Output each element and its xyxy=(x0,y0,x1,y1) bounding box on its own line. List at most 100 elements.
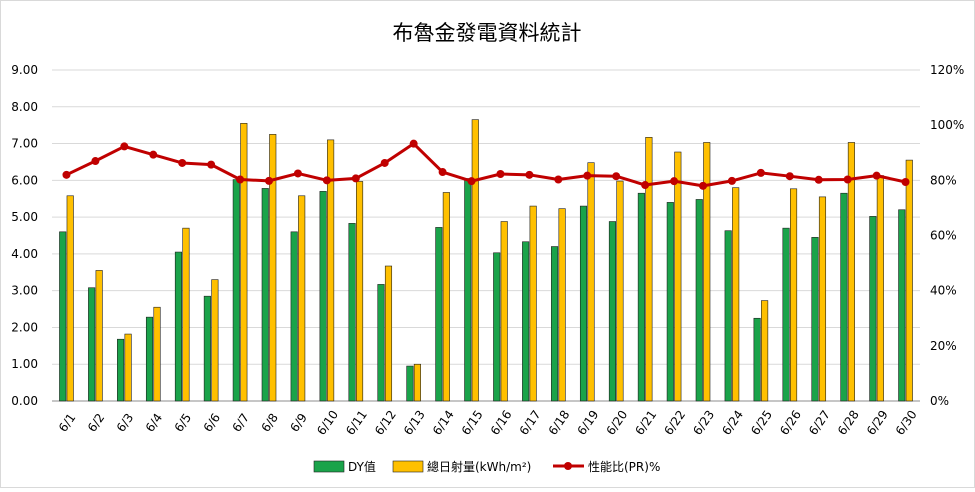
bar-dy xyxy=(464,178,472,402)
bar-dy xyxy=(869,216,877,402)
bar-irradiance xyxy=(789,188,798,402)
pr-point xyxy=(62,170,71,179)
bar-irradiance xyxy=(616,180,624,402)
pr-point xyxy=(120,142,129,151)
pr-point xyxy=(756,168,765,177)
bar-dy xyxy=(551,246,559,402)
legend-label-irradiance: 總日射量(kWh/m²) xyxy=(427,459,531,474)
y-right-tick-label: 40% xyxy=(930,284,957,298)
bar-dy xyxy=(637,192,645,402)
bar-irradiance xyxy=(153,306,161,402)
pr-point xyxy=(583,171,592,180)
bar-dy xyxy=(348,223,356,402)
pr-point xyxy=(901,177,910,186)
bar-dy xyxy=(59,231,67,402)
bar-irradiance xyxy=(269,134,277,402)
pr-point xyxy=(149,150,158,159)
pr-point xyxy=(236,175,245,184)
bar-irradiance xyxy=(905,159,913,402)
pr-point xyxy=(699,181,707,190)
legend-label-dy: DY值 xyxy=(348,459,376,474)
bar-dy xyxy=(232,179,240,402)
pr-point xyxy=(785,172,794,181)
bar-dy xyxy=(753,317,761,402)
y-right-tick-label: 0% xyxy=(930,394,949,408)
bar-irradiance xyxy=(95,270,103,402)
bar-dy xyxy=(88,287,96,402)
pr-point xyxy=(91,157,100,166)
y-left-tick-label: 7.00 xyxy=(11,137,38,151)
bar-irradiance xyxy=(240,123,248,402)
pr-point xyxy=(496,169,505,178)
bar-irradiance xyxy=(847,142,855,402)
bar-dy xyxy=(174,251,182,402)
bar-irradiance xyxy=(66,195,74,402)
bar-dy xyxy=(377,284,385,402)
pr-point xyxy=(670,177,679,186)
y-right-tick-label: 100% xyxy=(930,118,964,132)
bar-irradiance xyxy=(327,139,335,402)
bar-dy xyxy=(203,295,211,402)
bar-dy xyxy=(579,205,588,402)
bar-irradiance xyxy=(674,151,682,402)
pr-point xyxy=(293,169,302,178)
y-left-tick-label: 2.00 xyxy=(11,320,38,334)
bar-irradiance xyxy=(442,192,450,402)
bar-irradiance xyxy=(500,221,508,402)
y-left-tick-label: 5.00 xyxy=(11,210,38,224)
bar-irradiance xyxy=(471,119,479,402)
bar-dy xyxy=(782,227,790,402)
pr-point xyxy=(265,176,273,185)
bar-dy xyxy=(522,241,530,402)
pr-point xyxy=(178,158,187,167)
bar-irradiance xyxy=(732,187,740,402)
bar-dy xyxy=(898,209,906,402)
bar-dy xyxy=(493,252,501,402)
bar-irradiance xyxy=(124,333,132,402)
bar-irradiance xyxy=(876,175,884,402)
bar-dy xyxy=(406,365,414,402)
y-left-tick-label: 1.00 xyxy=(11,357,38,371)
pr-point xyxy=(409,139,418,148)
chart-title: 布魯金發電資料統計 xyxy=(393,21,582,45)
pr-point xyxy=(351,174,360,183)
y-right-tick-label: 60% xyxy=(930,229,957,243)
bar-irradiance xyxy=(211,279,219,402)
bar-irradiance xyxy=(645,137,653,402)
y-left-tick-label: 9.00 xyxy=(11,63,38,77)
bar-irradiance xyxy=(298,195,306,402)
y-left-tick-label: 0.00 xyxy=(11,394,38,408)
bar-irradiance xyxy=(413,363,421,402)
bar-dy xyxy=(724,230,732,402)
bar-irradiance xyxy=(818,196,827,402)
pr-point xyxy=(322,176,331,185)
legend-swatch-dy xyxy=(313,460,345,473)
bar-dy xyxy=(290,231,298,402)
y-left-tick-label: 3.00 xyxy=(11,284,38,298)
bar-dy xyxy=(811,237,819,402)
y-right-tick-label: 20% xyxy=(930,339,957,353)
bar-dy xyxy=(608,221,617,402)
pr-point xyxy=(525,170,534,179)
legend-label-pr: 性能比(PR)% xyxy=(588,460,660,474)
bar-irradiance xyxy=(558,208,566,402)
pr-point xyxy=(612,172,621,181)
pr-point xyxy=(727,176,736,185)
pr-point xyxy=(380,158,389,167)
pr-point xyxy=(554,175,563,184)
y-right-tick-label: 120% xyxy=(930,63,964,77)
bar-irradiance xyxy=(384,265,393,402)
bar-irradiance xyxy=(529,205,537,402)
bar-irradiance xyxy=(355,181,364,402)
pr-line xyxy=(65,142,906,188)
pr-point xyxy=(438,168,447,177)
bar-irradiance xyxy=(182,227,190,402)
pr-point xyxy=(872,171,881,180)
bar-dy xyxy=(145,316,154,402)
bar-dy xyxy=(319,191,327,402)
legend-swatch-irradiance xyxy=(392,460,424,473)
legend-marker-pr xyxy=(564,462,572,470)
bar-dy xyxy=(435,227,443,402)
pr-point xyxy=(467,177,476,186)
